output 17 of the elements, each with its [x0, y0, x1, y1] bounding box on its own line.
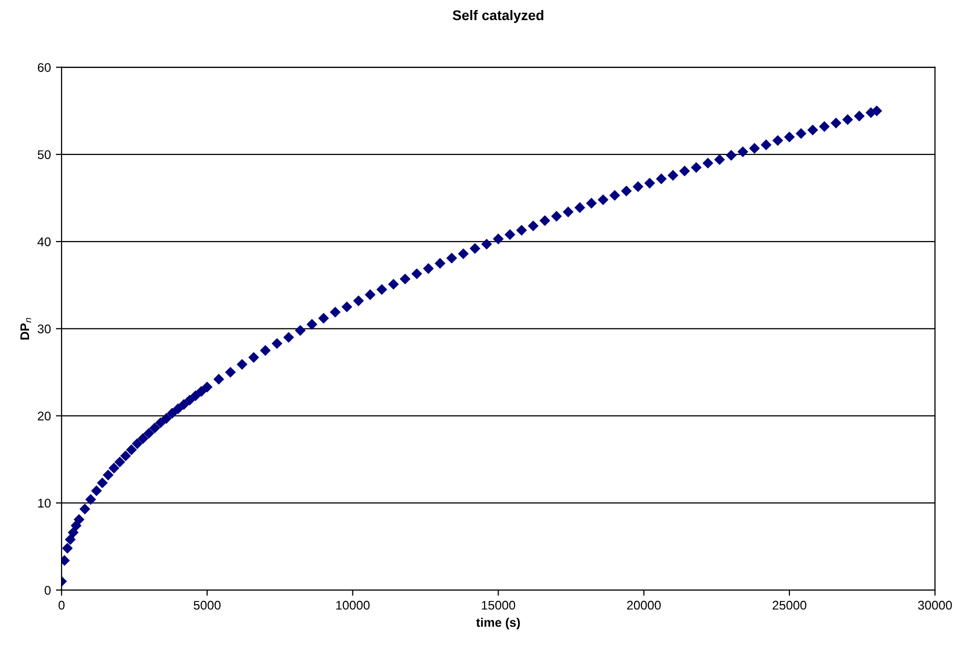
- y-tick-label: 40: [38, 237, 51, 246]
- y-axis-title: DP$_{n}$: [20, 318, 32, 340]
- x-axis-title: time (s): [476, 618, 520, 630]
- x-tick-label: 0: [58, 600, 65, 610]
- x-tick-label: 30000: [918, 600, 952, 610]
- y-tick-label: 20: [38, 412, 51, 420]
- x-tick-label: 5000: [194, 600, 221, 610]
- y-tick-label: 0: [44, 586, 51, 595]
- chart-title: Self catalyzed: [452, 10, 544, 23]
- x-tick-label: 20000: [627, 600, 661, 610]
- x-tick-label: 25000: [772, 600, 806, 610]
- y-tick-label: 30: [38, 324, 51, 334]
- x-tick-label: 10000: [336, 600, 370, 610]
- y-tick-label: 60: [38, 63, 51, 72]
- y-tick-label: 50: [38, 150, 51, 160]
- x-tick-label: 15000: [482, 600, 516, 610]
- y-tick-label: 10: [38, 498, 51, 508]
